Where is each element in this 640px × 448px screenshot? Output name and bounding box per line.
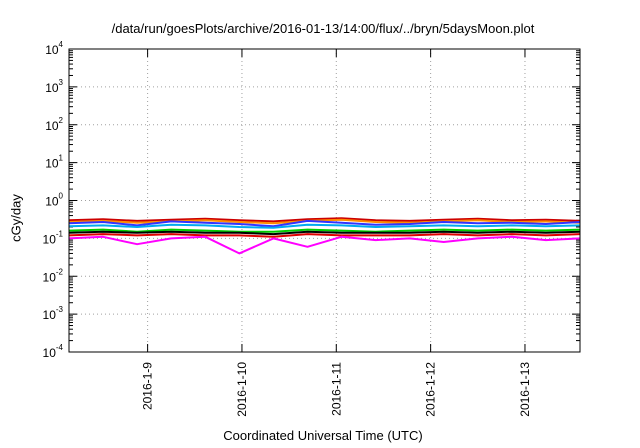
- series-line: [68, 233, 581, 238]
- x-axis-label: Coordinated Universal Time (UTC): [223, 428, 423, 443]
- x-tick-label: 2016-1-10: [235, 362, 249, 417]
- y-tick-label: 101: [45, 154, 63, 171]
- y-tick-label: 10-4: [43, 343, 64, 360]
- x-tick-label: 2016-1-9: [141, 362, 155, 410]
- series-line: [68, 223, 581, 229]
- series-line: [68, 235, 581, 255]
- series-line: [68, 217, 581, 223]
- x-tick-label: 2016-1-11: [329, 362, 343, 416]
- y-tick-label: 10-2: [43, 267, 64, 284]
- series-line: [68, 230, 581, 236]
- series-line: [68, 218, 581, 225]
- plot-frame: [68, 48, 581, 353]
- y-tick-label: 100: [45, 192, 63, 209]
- series-line: [68, 228, 581, 233]
- chart-title: /data/run/goesPlots/archive/2016-01-13/1…: [111, 21, 535, 36]
- y-tick-label: 10-1: [43, 229, 64, 246]
- y-tick-label: 103: [45, 78, 63, 95]
- x-tick-label: 2016-1-12: [424, 362, 438, 417]
- y-tick-label: 104: [45, 40, 63, 57]
- y-tick-label: 10-3: [43, 305, 64, 322]
- x-tick-label: 2016-1-13: [518, 362, 532, 417]
- y-tick-label: 102: [45, 116, 63, 133]
- series-line: [68, 219, 581, 228]
